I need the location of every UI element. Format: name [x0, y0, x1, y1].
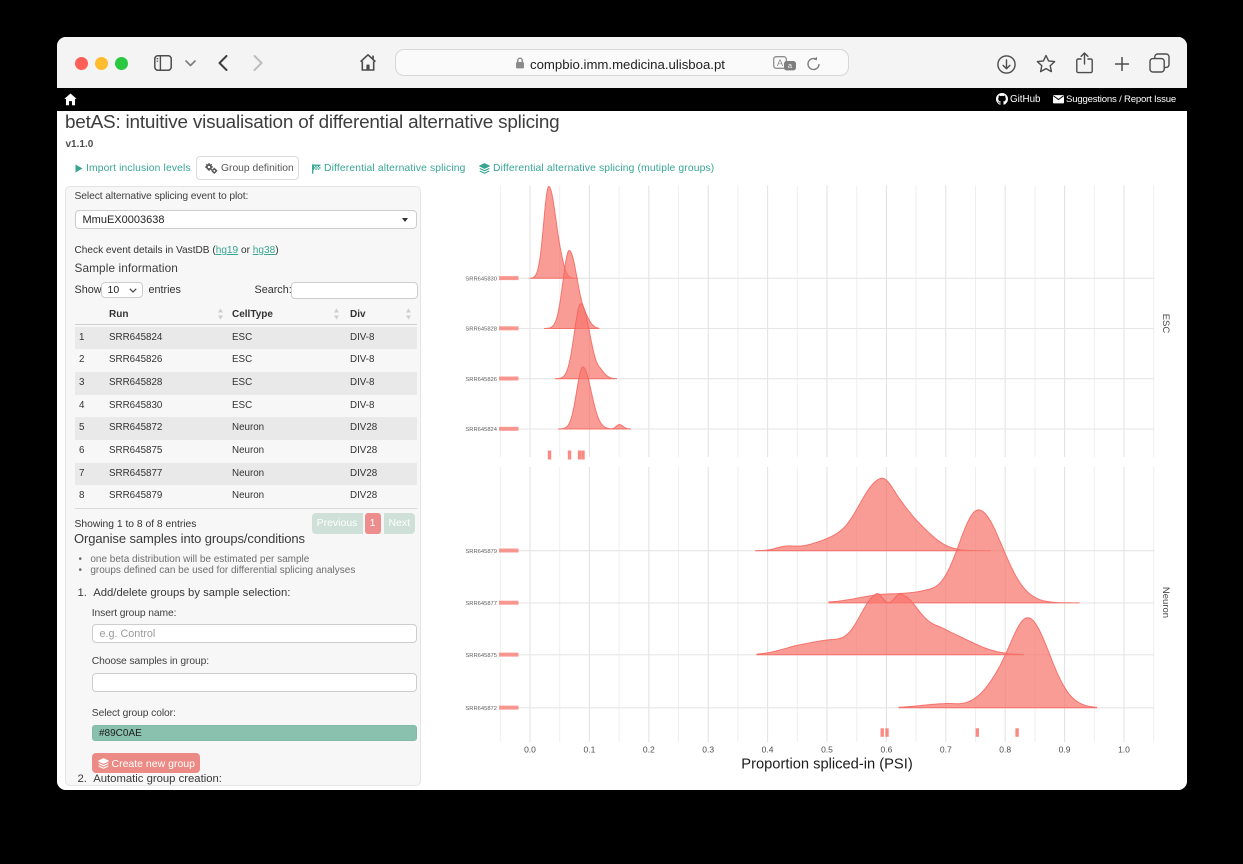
svg-text:0.7: 0.7 [940, 745, 952, 755]
svg-text:Proportion spliced-in (PSI): Proportion spliced-in (PSI) [741, 757, 912, 773]
svg-text:0.4: 0.4 [762, 745, 774, 755]
svg-text:0.2: 0.2 [643, 745, 655, 755]
svg-text:SRR645828: SRR645828 [465, 327, 497, 333]
svg-text:SRR645826: SRR645826 [465, 377, 497, 383]
svg-text:1.0: 1.0 [1118, 745, 1130, 755]
svg-text:SRR645877: SRR645877 [465, 601, 497, 607]
svg-text:0.8: 0.8 [999, 745, 1011, 755]
svg-text:SRR645830: SRR645830 [465, 277, 497, 283]
svg-text:0.6: 0.6 [880, 745, 892, 755]
svg-text:ESC: ESC [1160, 314, 1171, 334]
svg-text:A: A [777, 58, 784, 69]
svg-text:SRR645879: SRR645879 [465, 549, 497, 555]
svg-text:Neuron: Neuron [1160, 587, 1171, 618]
svg-text:SRR645875: SRR645875 [465, 653, 497, 659]
svg-text:0.5: 0.5 [821, 745, 833, 755]
svg-text:SRR645824: SRR645824 [465, 427, 497, 433]
svg-text:0.3: 0.3 [702, 745, 714, 755]
svg-text:a: a [788, 61, 793, 70]
svg-text:SRR645872: SRR645872 [465, 706, 497, 712]
svg-text:0.1: 0.1 [583, 745, 595, 755]
svg-text:0.0: 0.0 [524, 745, 536, 755]
svg-text:0.9: 0.9 [1059, 745, 1071, 755]
